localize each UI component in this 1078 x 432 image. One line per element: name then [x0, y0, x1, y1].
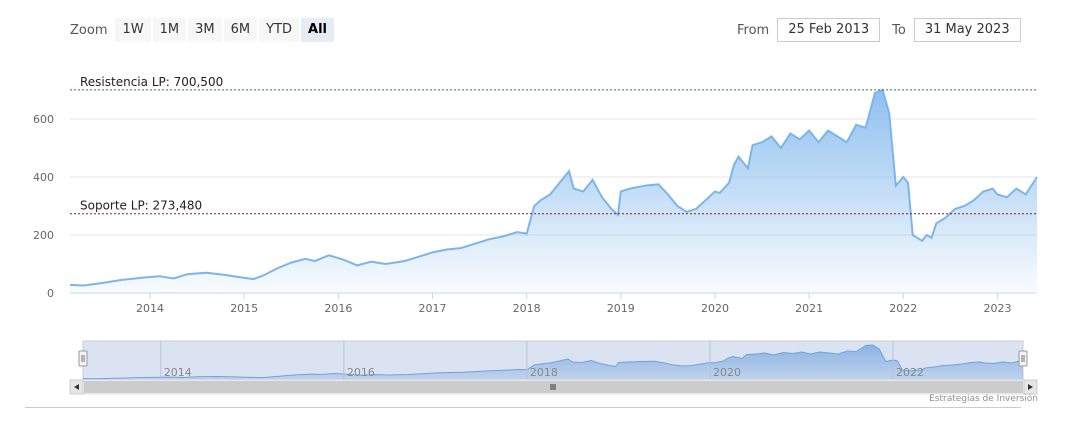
handle-body[interactable]: [78, 350, 88, 367]
x-tick-label: 2015: [230, 302, 258, 315]
x-tick-label: 2020: [701, 302, 729, 315]
zoom-6m-button[interactable]: 6M: [223, 18, 258, 42]
x-tick-label: 2021: [795, 302, 823, 315]
price-line: [69, 88, 1038, 287]
navigator-left-handle[interactable]: [78, 350, 88, 367]
navigator-tick-label: 2020: [713, 366, 741, 379]
navigator-tick-label: 2016: [347, 366, 375, 379]
zoom-bar: Zoom 1W 1M 3M 6M YTD All: [70, 18, 334, 42]
zoom-1w-button[interactable]: 1W: [115, 18, 151, 42]
navigator-tick-label: 2022: [896, 366, 924, 379]
range-to-label: To: [892, 22, 906, 38]
x-tick-label: 2018: [513, 302, 541, 315]
chart-credit: Estrategias de Inversión: [929, 394, 1038, 404]
navigator-series-line: [82, 344, 1024, 380]
scroll-right-arrow-icon: [1028, 384, 1033, 390]
y-tick-label: 400: [33, 171, 54, 184]
zoom-ytd-button[interactable]: YTD: [259, 18, 300, 42]
y-tick-label: 200: [33, 229, 54, 242]
x-tick-label: 2017: [419, 302, 447, 315]
navigator[interactable]: 2014 2016 2018 2020 2022: [69, 340, 1038, 395]
y-tick-label: 0: [47, 287, 54, 300]
zoom-3m-button[interactable]: 3M: [188, 18, 222, 42]
resistance-label: Resistencia LP: 700,500: [80, 75, 223, 89]
date-range: From 25 Feb 2013 To 31 May 2023: [737, 18, 1021, 42]
x-tick-label: 2014: [136, 302, 164, 315]
zoom-all-button[interactable]: All: [301, 18, 334, 42]
zoom-1m-button[interactable]: 1M: [152, 18, 187, 42]
support-label: Soporte LP: 273,480: [80, 199, 202, 213]
navigator-tick-label: 2014: [164, 366, 192, 379]
navigator-right-handle[interactable]: [1018, 350, 1028, 367]
footer-divider: [25, 407, 1021, 408]
x-tick-label: 2016: [324, 302, 352, 315]
range-from-input[interactable]: 25 Feb 2013: [777, 18, 881, 42]
range-from-label: From: [737, 22, 770, 38]
navigator-tick-label: 2018: [530, 366, 558, 379]
range-to-input[interactable]: 31 May 2023: [913, 18, 1021, 42]
x-tick-label: 2022: [889, 302, 917, 315]
x-tick-label: 2019: [607, 302, 635, 315]
scroll-left-arrow-icon: [74, 384, 79, 390]
x-tick-label: 2023: [983, 302, 1011, 315]
y-tick-label: 600: [33, 113, 54, 126]
zoom-label: Zoom: [70, 22, 108, 38]
handle-body[interactable]: [1018, 350, 1028, 367]
